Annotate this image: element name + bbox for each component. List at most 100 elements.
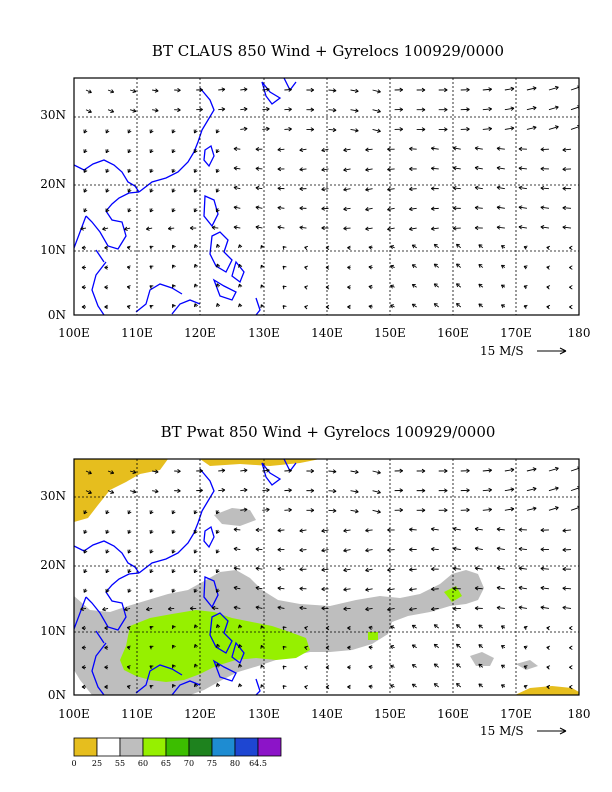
- wind-arrow: [456, 624, 462, 629]
- wind-arrow-head: [546, 665, 551, 670]
- wind-arrow-head: [354, 489, 359, 494]
- wind-arrow-head: [496, 185, 501, 190]
- wind-arrow-head: [149, 626, 154, 630]
- wind-arrow-head: [546, 645, 551, 650]
- wind-arrow-head: [399, 107, 404, 112]
- wind-arrow-head: [399, 488, 404, 493]
- wind-arrow-head: [105, 549, 110, 554]
- wind-arrow-head: [347, 625, 351, 631]
- wind-arrow: [262, 128, 270, 130]
- wind-arrow: [328, 109, 337, 111]
- wind-arrow-head: [87, 490, 92, 495]
- wind-arrow: [328, 129, 337, 131]
- wind-arrow: [262, 489, 270, 492]
- wind-arrow-head: [347, 265, 351, 270]
- wind-arrow-head: [282, 285, 287, 290]
- wind-arrow-head: [149, 129, 154, 134]
- wind-arrow-head: [444, 468, 448, 474]
- wind-arrow: [146, 608, 153, 611]
- wind-arrow-head: [466, 107, 470, 112]
- wind-arrow: [482, 508, 492, 511]
- x-tick-label: 180: [568, 707, 591, 721]
- wind-arrow: [504, 107, 515, 111]
- x-tick-label: 160E: [437, 326, 469, 340]
- wind-arrow: [284, 470, 292, 472]
- wind-arrow: [526, 107, 537, 111]
- wind-arrow-head: [325, 684, 330, 690]
- wind-arrow-head: [390, 245, 395, 250]
- wind-arrow: [343, 168, 351, 171]
- wind-arrow-head: [299, 186, 304, 191]
- wind-arrow: [562, 207, 572, 209]
- wind-arrow-head: [171, 549, 176, 554]
- wind-arrow-head: [343, 167, 348, 172]
- wind-arrow-head: [478, 663, 483, 668]
- wind-arrow: [365, 227, 373, 230]
- wind-arrow: [456, 283, 462, 288]
- wind-arrow-head: [546, 304, 551, 310]
- wind-arrow-head: [500, 284, 505, 289]
- wind-arrow-head: [221, 87, 226, 92]
- wind-arrow: [562, 226, 572, 229]
- wind-arrow-head: [540, 527, 545, 533]
- colorbar-swatch: [257, 737, 282, 757]
- wind-arrow: [548, 487, 559, 492]
- wind-arrow: [321, 188, 329, 190]
- wind-arrow-head: [105, 588, 110, 593]
- wind-arrow-head: [569, 625, 573, 631]
- wind-arrow-head: [518, 585, 523, 591]
- wind-arrow: [218, 469, 225, 472]
- wind-arrow-head: [500, 245, 505, 249]
- wind-arrow-head: [149, 569, 154, 574]
- wind-arrow: [496, 147, 505, 150]
- wind-arrow-head: [325, 285, 330, 290]
- wind-arrow-head: [409, 567, 413, 572]
- wind-arrow-head: [304, 265, 309, 270]
- wind-arrow-head: [496, 165, 501, 171]
- wind-arrow-head: [409, 527, 413, 532]
- wind-arrow: [299, 549, 307, 551]
- wind-arrow: [496, 567, 505, 570]
- y-axis: 30N 20N 10N 0N: [40, 489, 66, 702]
- wind-arrow-head: [466, 507, 470, 513]
- panel-pwat: BT Pwat 850 Wind + Gyrelocs 100929/0000: [40, 423, 590, 738]
- wind-arrow-head: [456, 663, 460, 668]
- y-tick-label: 10N: [40, 243, 66, 257]
- land-outline: [74, 459, 297, 695]
- wind-arrow-head: [399, 507, 404, 513]
- wind-arrow: [526, 487, 537, 492]
- x-tick-label: 100E: [58, 326, 90, 340]
- wind-arrow-head: [149, 510, 154, 515]
- wind-arrow-head: [299, 528, 304, 533]
- x-axis: 100E 110E 120E 130E 140E 150E 160E 170E …: [58, 326, 590, 340]
- wind-arrow-head: [288, 87, 292, 92]
- wind-arrow: [255, 187, 263, 190]
- wind-arrow-head: [177, 488, 181, 494]
- wind-arrow-head: [193, 149, 198, 154]
- wind-arrow-head: [433, 263, 438, 268]
- wind-arrow-head: [193, 644, 198, 648]
- wind-arrow-head: [171, 510, 176, 515]
- wind-arrow-head: [105, 149, 110, 154]
- wind-arrow-head: [126, 304, 131, 310]
- wind-arrow-head: [126, 285, 131, 290]
- wind-arrow-head: [171, 149, 176, 154]
- colorbar-label: 0: [71, 759, 76, 768]
- wind-arrow-head: [277, 166, 282, 172]
- wind-arrow-head: [81, 285, 86, 290]
- wind-arrow-head: [444, 127, 448, 132]
- wind-arrow-head: [387, 167, 391, 172]
- wind-arrow-head: [343, 187, 348, 192]
- y-tick-label: 0N: [48, 308, 66, 322]
- wind-arrow-head: [104, 625, 108, 631]
- wind-arrow-head: [478, 244, 483, 249]
- wind-arrow: [321, 148, 329, 151]
- wind-arrow-head: [154, 469, 159, 474]
- wind-arrow-head: [110, 489, 115, 494]
- wind-arrow: [453, 187, 461, 190]
- wind-arrow-head: [321, 147, 326, 153]
- wind-arrow: [526, 87, 537, 91]
- wind-arrow-head: [126, 625, 131, 631]
- wind-arrow: [431, 608, 439, 610]
- wind-arrow-head: [518, 225, 523, 230]
